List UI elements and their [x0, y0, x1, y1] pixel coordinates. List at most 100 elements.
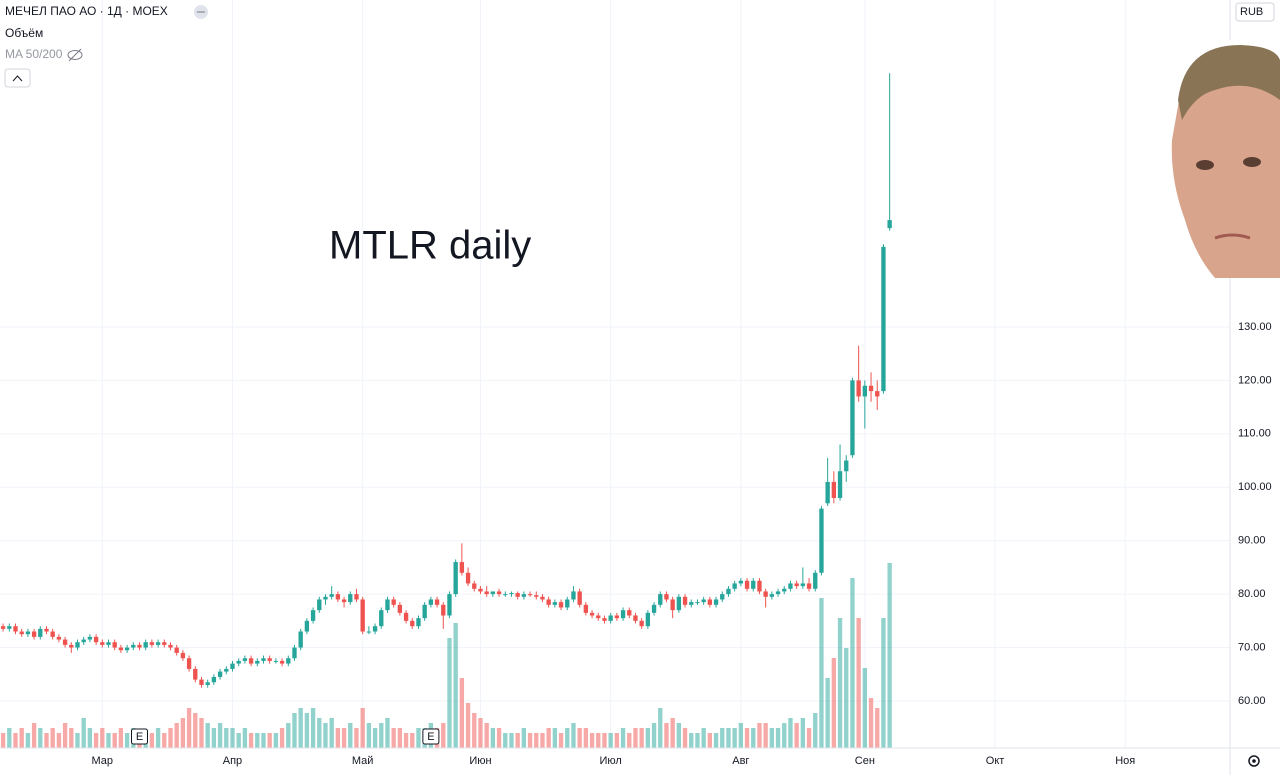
volume-bar [596, 733, 601, 748]
volume-bar [726, 728, 731, 748]
volume-bar [658, 708, 663, 748]
candle-body [230, 663, 235, 669]
y-tick-label: 80.00 [1238, 588, 1266, 600]
volume-bar [490, 728, 496, 748]
candle-body [639, 620, 644, 627]
candle-body [608, 615, 613, 621]
candle-body [676, 596, 682, 611]
candle-body [813, 572, 818, 589]
volume-bar [484, 723, 489, 748]
volume-bar [589, 733, 595, 748]
volume-bar [286, 723, 291, 748]
volume-bar [881, 618, 886, 748]
candle-body [180, 652, 186, 659]
volume-bar [800, 718, 806, 748]
volume-bar [7, 728, 12, 748]
volume-bar [503, 733, 508, 748]
volume-bar [769, 728, 775, 748]
settings-icon[interactable] [1248, 755, 1260, 767]
volume-bar [273, 733, 279, 748]
currency-button[interactable] [1235, 2, 1275, 22]
volume-bar [25, 733, 31, 748]
x-tick-label: Авг [732, 755, 749, 767]
volume-bar [298, 708, 303, 748]
volume-bar [540, 733, 545, 748]
candle-body [298, 631, 303, 648]
candle-body [527, 594, 533, 596]
annotation: MTLR daily [329, 224, 531, 268]
volume-bar [732, 728, 737, 748]
candle-body [633, 615, 638, 621]
candle-body [186, 658, 192, 669]
volume-bar [651, 723, 657, 748]
volume-bar [565, 728, 570, 748]
volume-bar [571, 723, 576, 748]
candle-body [732, 583, 737, 589]
volume-bar [112, 733, 117, 748]
volume-bar [887, 563, 892, 748]
candle-body [137, 644, 142, 648]
volume-bar [602, 733, 607, 748]
volume-bar [323, 723, 328, 748]
volume-bar [348, 723, 353, 748]
volume-bar [366, 723, 372, 748]
candle-body [341, 599, 347, 603]
volume-bar [397, 728, 403, 748]
candle-body [56, 636, 62, 640]
volume-bar [118, 728, 124, 748]
y-tick-label: 100.00 [1238, 481, 1272, 493]
volume-bar [186, 708, 192, 748]
candle-body [267, 658, 272, 661]
volume-bar [242, 728, 248, 748]
volume-bar [639, 728, 644, 748]
volume-bar [44, 733, 49, 748]
y-tick-label: 70.00 [1238, 641, 1266, 653]
candle-body [391, 599, 396, 605]
volume-bar [100, 728, 105, 748]
candle-body [881, 246, 886, 392]
volume-bar [50, 728, 55, 748]
volume-bar [701, 728, 706, 748]
candle-body [875, 391, 880, 397]
candle-body [273, 660, 279, 662]
candle-body [205, 682, 210, 685]
volume-bar [453, 623, 458, 748]
candle-body [831, 481, 837, 498]
volume-bar [682, 728, 688, 748]
volume-bar [410, 733, 415, 748]
candle-body [887, 220, 892, 229]
candle-body [775, 591, 781, 595]
volume-bar [707, 733, 713, 748]
eye-icon[interactable] [67, 48, 83, 62]
volume-bar [447, 638, 452, 748]
candle-body [552, 602, 558, 605]
candle-body [744, 580, 750, 589]
volume-bar [205, 723, 210, 748]
candle-body [757, 580, 762, 592]
candle-body [465, 572, 471, 584]
volume-legend: Объём [5, 26, 43, 40]
volume-bar [868, 698, 874, 748]
volume-bar [224, 728, 229, 748]
candle-body [453, 562, 458, 595]
collapse-button[interactable] [4, 68, 31, 88]
x-tick-label: Май [352, 755, 374, 767]
candle-body [751, 580, 756, 589]
grid [0, 0, 1230, 748]
volume-bar [236, 733, 241, 748]
candle-body [224, 668, 229, 672]
y-tick-label: 110.00 [1238, 428, 1271, 440]
volume-bar [360, 708, 365, 748]
volume-bar [149, 733, 155, 748]
candle-body [372, 626, 378, 632]
candle-body [589, 612, 595, 616]
candle-body [75, 642, 80, 648]
candle-body [484, 591, 489, 595]
volume-bar [391, 728, 396, 748]
candle-body [602, 618, 607, 621]
candle-body [416, 618, 421, 627]
volume-bar [757, 723, 762, 748]
candle-body [645, 612, 651, 627]
volume-bar [341, 728, 347, 748]
